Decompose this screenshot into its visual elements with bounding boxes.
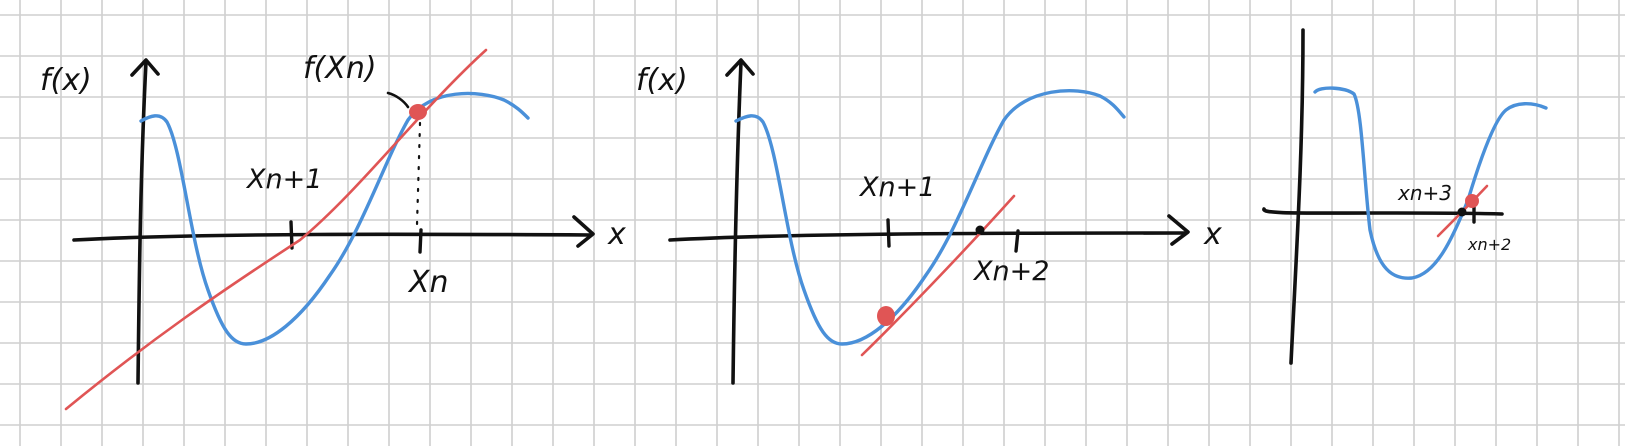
panel-1-function-curve [139,91,530,346]
panel-2-x-arrow [1167,214,1190,246]
panel-1-y-label: f(x) [40,63,92,98]
panel-3: xn+3 xn+2 [1262,28,1548,365]
panel-3-root-estimate-dot [1457,207,1467,217]
panel-3-tick-label-xn3: xn+3 [1397,181,1452,205]
panel-3-y-axis [1289,28,1305,365]
panel-1-label-leader [386,91,410,109]
panel-1-tick-xn1 [289,220,294,250]
panel-2-function-curve [734,89,1126,346]
panel-1-point-label: f(Xn) [303,51,377,86]
panel-2-point-f-xn1 [877,306,895,326]
panel-2-y-arrow [725,58,755,77]
panel-1-tick-label-xn: Xn [407,265,449,300]
panel-1-x-arrow [572,215,595,248]
panel-1: f(x) x f(Xn) Xn+1 Xn [40,48,626,411]
panel-2-y-label: f(x) [636,63,688,98]
panel-2-tick-label-xn1: Xn+1 [858,172,935,203]
panel-2-tick-xn2 [1014,229,1020,253]
panel-2-x-label: x [1203,217,1222,252]
panel-1-y-axis [136,60,148,385]
panel-1-x-axis [72,232,592,242]
panel-2-tick-xn1 [886,218,891,248]
panel-2-x-axis [668,231,1187,242]
panel-1-tick-xn [418,228,423,254]
panel-3-point-f-xn2 [1465,194,1479,208]
panel-1-y-arrow [130,58,160,77]
panel-2: f(x) x Xn+1 Xn+2 [636,58,1222,385]
panel-1-dotted-drop [415,121,422,227]
panel-2-root-estimate-dot [975,225,985,235]
panel-2-tangent-line [860,194,1016,357]
panel-3-tick-label-xn2: xn+2 [1467,235,1511,254]
panel-1-tick-label-xn1: Xn+1 [245,164,322,195]
panel-1-x-label: x [607,217,626,252]
panel-2-tick-label-xn2: Xn+2 [972,256,1049,287]
panel-3-function-curve [1313,86,1548,280]
panel-2-y-axis [731,60,743,385]
panel-3-x-axis [1262,207,1504,216]
panel-1-point-f-xn [409,104,427,120]
